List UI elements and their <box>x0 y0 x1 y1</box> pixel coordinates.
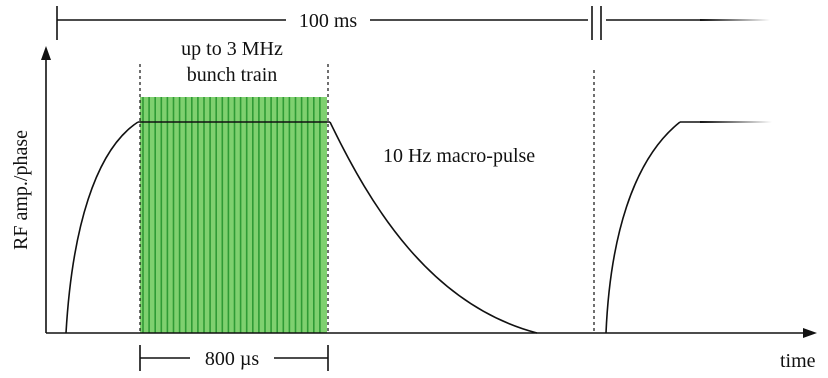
bunch-stripes <box>142 97 321 333</box>
x-axis-arrowhead <box>803 328 817 338</box>
y-axis-arrowhead <box>41 46 51 60</box>
x-axis-label: time <box>780 350 816 372</box>
y-axis-label: RF amp./phase <box>10 130 32 250</box>
macro-pulse-label: 10 Hz macro-pulse <box>383 145 535 167</box>
period-dimension <box>56 6 700 40</box>
period-line-fade <box>700 19 770 21</box>
next-pulse-flat-fade <box>700 121 772 123</box>
bunch-train-label-line2: bunch train <box>187 64 278 86</box>
next-pulse-rise-curve <box>605 121 681 334</box>
pulse-rise-curve <box>65 121 139 334</box>
bunch-train-label-line1: up to 3 MHz <box>181 38 283 60</box>
duration-label: 800 µs <box>205 348 260 370</box>
pulse-decay-curve <box>329 121 538 334</box>
period-label: 100 ms <box>299 10 358 32</box>
